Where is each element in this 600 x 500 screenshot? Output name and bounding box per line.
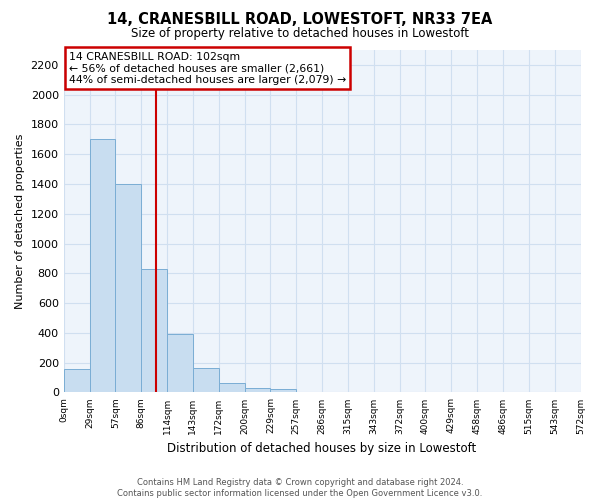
Bar — [167, 334, 193, 392]
Bar — [64, 368, 89, 392]
Text: Contains HM Land Registry data © Crown copyright and database right 2024.
Contai: Contains HM Land Registry data © Crown c… — [118, 478, 482, 498]
Bar — [245, 388, 271, 392]
Bar — [271, 390, 296, 392]
Text: Size of property relative to detached houses in Lowestoft: Size of property relative to detached ho… — [131, 28, 469, 40]
X-axis label: Distribution of detached houses by size in Lowestoft: Distribution of detached houses by size … — [167, 442, 477, 455]
Text: 14 CRANESBILL ROAD: 102sqm
← 56% of detached houses are smaller (2,661)
44% of s: 14 CRANESBILL ROAD: 102sqm ← 56% of deta… — [69, 52, 346, 85]
Bar — [219, 383, 245, 392]
Text: 14, CRANESBILL ROAD, LOWESTOFT, NR33 7EA: 14, CRANESBILL ROAD, LOWESTOFT, NR33 7EA — [107, 12, 493, 28]
Y-axis label: Number of detached properties: Number of detached properties — [15, 134, 25, 309]
Bar — [89, 140, 115, 392]
Bar — [115, 184, 141, 392]
Bar — [141, 269, 167, 392]
Bar — [193, 368, 219, 392]
